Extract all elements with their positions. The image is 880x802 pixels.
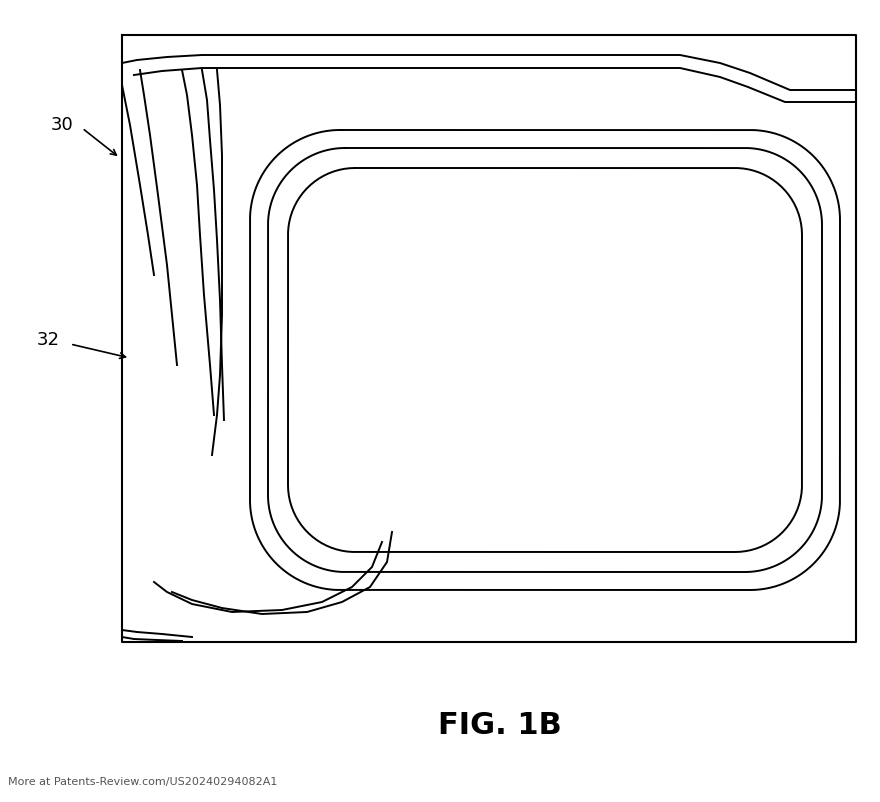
Text: 30: 30 <box>51 116 73 134</box>
Text: FIG. 1B: FIG. 1B <box>438 711 561 740</box>
Text: 32: 32 <box>36 331 60 349</box>
Text: More at Patents-Review.com/US20240294082A1: More at Patents-Review.com/US20240294082… <box>8 777 277 787</box>
